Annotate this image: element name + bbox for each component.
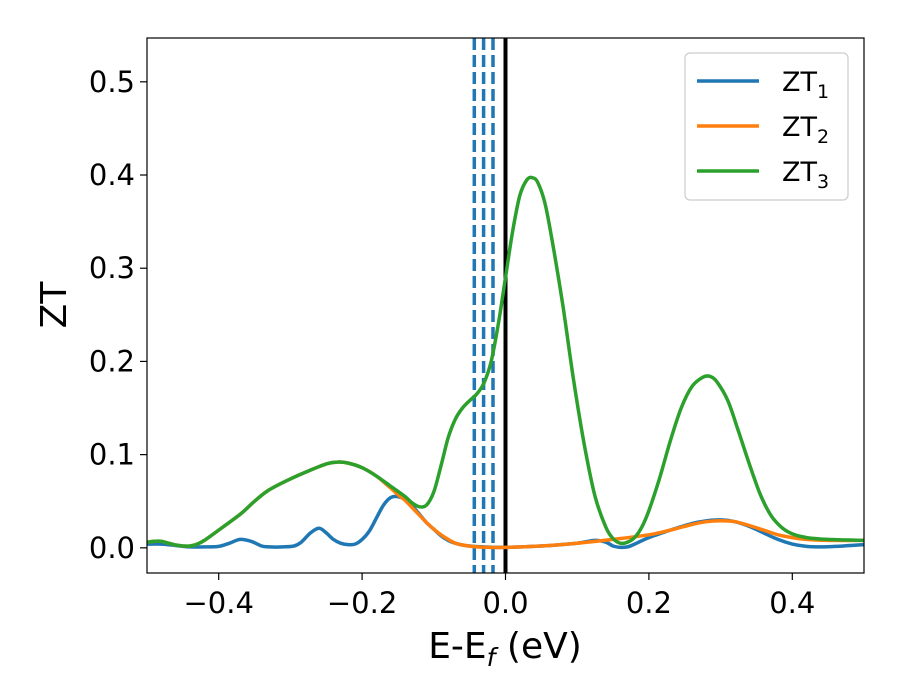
x-tick-label-1: −0.2 [327,586,397,620]
x-axis-label-suffix: (eV) [495,626,581,667]
y-tick-label-5: 0.5 [89,65,135,99]
y-tick-label-3: 0.3 [89,251,135,285]
y-axis-label: ZT [34,281,75,329]
x-tick-label-2: 0.0 [482,586,528,620]
x-axis-label: E-Ef (eV) [428,626,582,672]
series-line-3 [147,175,864,548]
y-tick-label-4: 0.4 [89,158,135,192]
plot-lines [147,38,864,573]
x-axis-ticks: −0.4 −0.2 0.0 0.2 0.4 [183,573,815,620]
x-tick-label-0: −0.4 [183,586,253,620]
x-axis-label-main: E-E [428,626,486,667]
legend-label-1: ZT1 [782,67,829,103]
legend-frame [684,52,849,201]
x-tick-label-3: 0.2 [626,586,672,620]
y-axis-ticks: 0.0 0.1 0.2 0.3 0.4 0.5 [89,65,147,565]
y-tick-label-1: 0.1 [89,438,135,472]
legend-label-3: ZT3 [782,157,829,193]
legend-label-2: ZT2 [782,112,829,148]
y-tick-label-0: 0.0 [89,531,135,565]
y-tick-label-2: 0.2 [89,344,135,378]
x-tick-label-4: 0.4 [769,586,815,620]
legend: ZT1 ZT2 ZT3 [684,52,849,201]
